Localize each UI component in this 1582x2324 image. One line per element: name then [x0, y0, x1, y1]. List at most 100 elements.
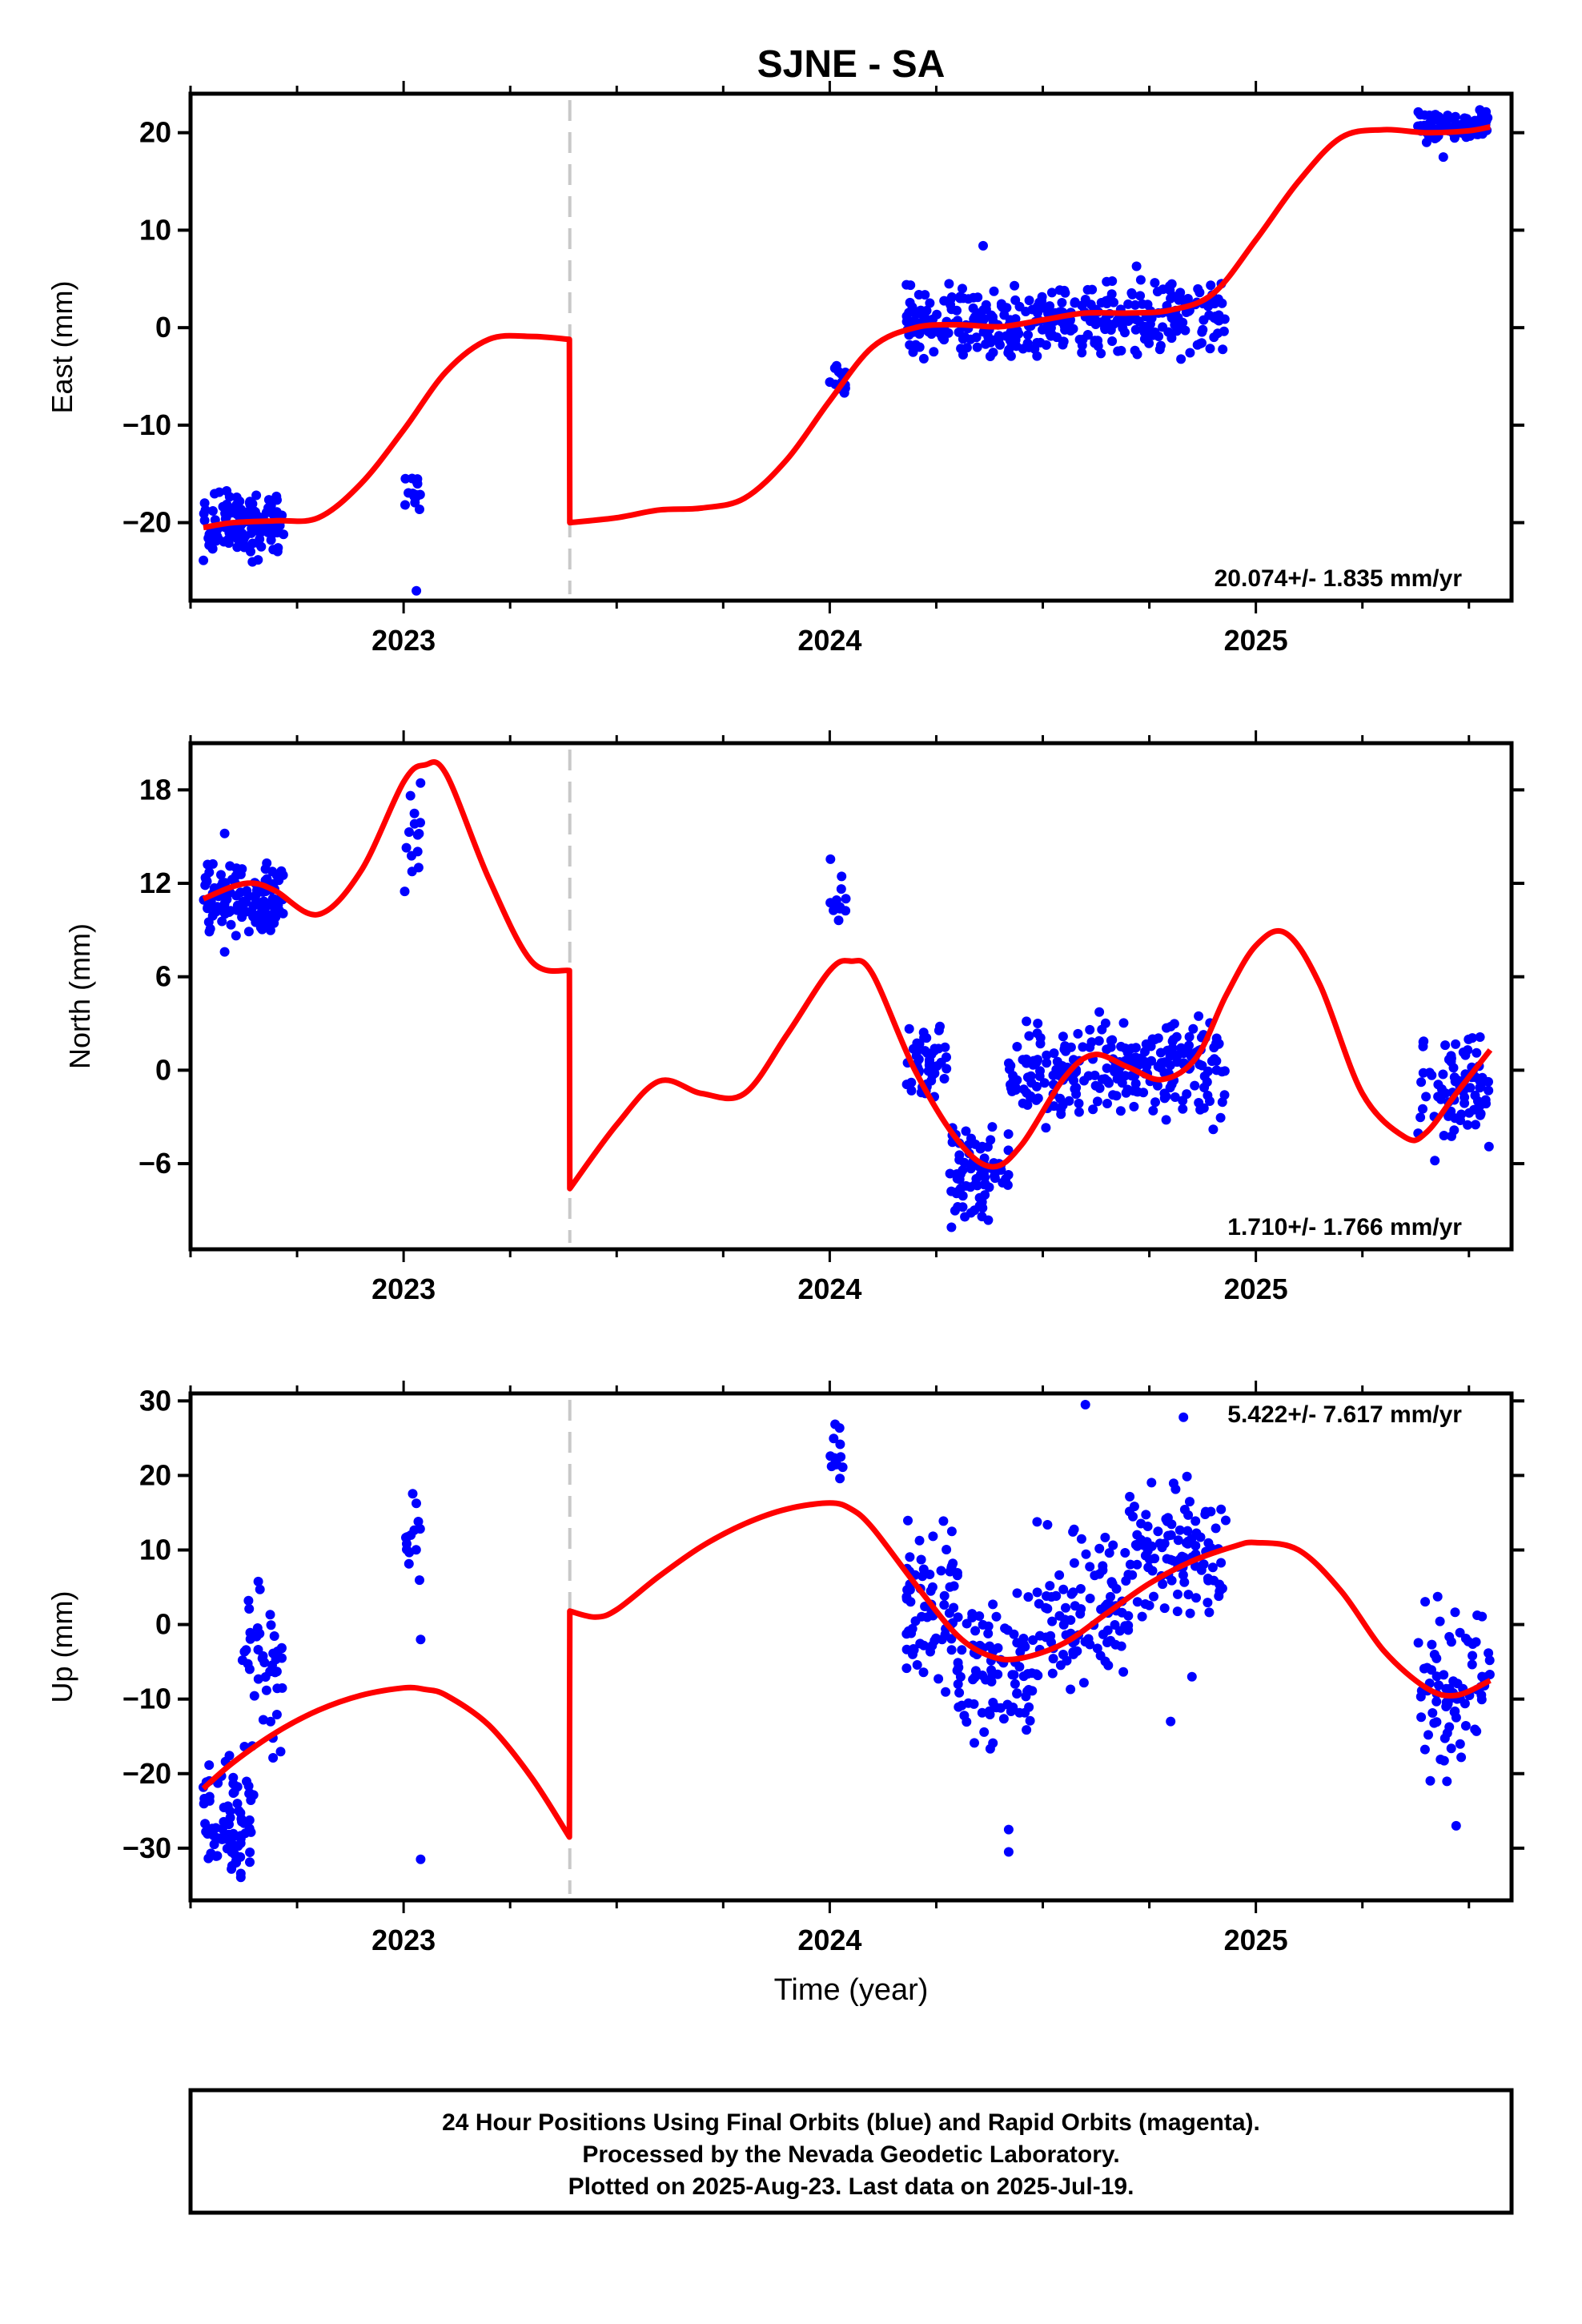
data-point [1428, 111, 1439, 120]
data-point [1176, 1043, 1186, 1053]
data-point [203, 1853, 214, 1864]
data-point [1126, 1071, 1137, 1081]
data-point [1125, 1559, 1135, 1570]
data-point [1142, 1059, 1152, 1069]
data-point [979, 1727, 990, 1737]
data-point [1085, 1042, 1095, 1052]
data-point [271, 1710, 282, 1719]
data-point [1165, 281, 1174, 292]
data-point [1173, 1050, 1183, 1060]
data-point [1476, 1690, 1487, 1700]
data-point [1183, 1590, 1194, 1600]
data-point [914, 329, 925, 339]
data-point [415, 1524, 425, 1534]
data-point [242, 907, 251, 917]
data-point [942, 1063, 952, 1074]
data-point [1165, 1083, 1175, 1093]
data-point [1034, 1630, 1045, 1641]
data-point [1136, 1534, 1146, 1545]
up-frame [188, 1391, 1514, 1903]
footer-box: 24 Hour Positions Using Final Orbits (bl… [188, 2088, 1514, 2215]
data-point [1185, 1497, 1195, 1507]
data-point [1158, 1579, 1168, 1590]
data-point [401, 842, 412, 853]
data-point [203, 1829, 213, 1839]
data-point [251, 490, 262, 501]
data-point [915, 1638, 926, 1649]
data-point [1432, 1591, 1443, 1602]
up-rate-label: 5.422+/- 7.617 mm/yr [1227, 1401, 1462, 1428]
data-point [245, 500, 255, 510]
data-point [1131, 1087, 1142, 1097]
data-point [1115, 1106, 1126, 1116]
data-point [407, 850, 416, 861]
chart-title: SJNE - SA [757, 43, 946, 86]
data-point [1143, 1562, 1154, 1573]
data-point [244, 1788, 255, 1798]
data-point [268, 1753, 279, 1763]
data-point [1022, 1725, 1032, 1735]
data-point [1185, 1608, 1195, 1618]
y-tick-label: 20 [139, 116, 171, 149]
data-point [1205, 1096, 1215, 1106]
data-point [1124, 1506, 1134, 1517]
data-point [1034, 297, 1045, 308]
data-point [968, 303, 978, 313]
data-point [245, 1857, 255, 1868]
data-point [833, 915, 844, 926]
data-point [1069, 1558, 1079, 1568]
data-point [1456, 1116, 1465, 1125]
data-point [1152, 287, 1162, 297]
data-point [969, 314, 979, 324]
data-point [1176, 354, 1186, 364]
data-point [1427, 1708, 1438, 1718]
data-point [1046, 287, 1057, 298]
data-point [242, 1776, 251, 1787]
y-tick-label: 0 [155, 1053, 171, 1086]
data-point [1423, 1730, 1433, 1740]
data-point [199, 515, 210, 525]
data-point [901, 311, 912, 321]
data-point [1102, 1063, 1112, 1073]
data-point [1463, 1120, 1473, 1130]
data-point [204, 1760, 215, 1771]
x-tick-label: 2024 [797, 624, 861, 657]
data-point [983, 1215, 994, 1225]
data-point [266, 1620, 276, 1630]
y-tick-label: 18 [139, 773, 171, 806]
data-point [927, 1582, 938, 1592]
data-point [1045, 301, 1055, 312]
data-point [942, 1545, 952, 1554]
data-point [1150, 1035, 1160, 1044]
data-point [1438, 1069, 1448, 1080]
data-point [1117, 1078, 1127, 1088]
data-point [235, 887, 246, 898]
data-point [1472, 1047, 1482, 1058]
data-point [1161, 1115, 1171, 1125]
data-point [1415, 1112, 1426, 1123]
data-point [1199, 315, 1209, 325]
data-point [953, 1679, 963, 1689]
data-point [226, 919, 236, 930]
data-point [1022, 1072, 1033, 1083]
data-point [1007, 1086, 1018, 1096]
data-point [1416, 1077, 1427, 1088]
data-point [1100, 1656, 1110, 1667]
data-point [1070, 1601, 1080, 1611]
y-tick-label: 10 [139, 213, 171, 246]
data-point [940, 1042, 950, 1052]
data-point [1195, 1104, 1206, 1115]
data-point [946, 1645, 957, 1655]
data-point [975, 1144, 986, 1154]
data-point [1041, 340, 1051, 350]
data-point [1039, 1078, 1050, 1088]
data-point [979, 1180, 990, 1190]
data-point [837, 871, 847, 882]
data-point [272, 495, 282, 505]
data-point [412, 474, 423, 485]
north-frame [188, 741, 1514, 1252]
data-point [981, 339, 991, 349]
data-point [1484, 1655, 1495, 1666]
data-point [1159, 1068, 1170, 1078]
data-point [1153, 1526, 1163, 1537]
